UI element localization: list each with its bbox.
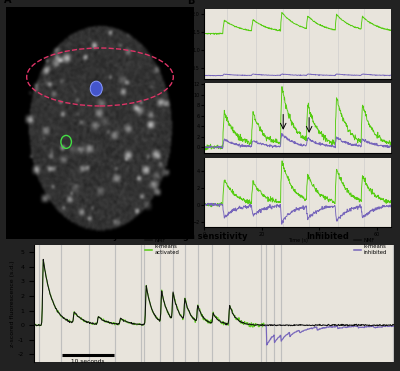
Y-axis label: z-scored Fluorescence (s.d.): z-scored Fluorescence (s.d.)	[186, 162, 190, 223]
Text: Inhibited: Inhibited	[306, 232, 349, 241]
Text: C: C	[7, 223, 14, 233]
Circle shape	[90, 81, 102, 96]
Text: High sensitivity: High sensitivity	[173, 232, 248, 241]
Text: Low sensitivity: Low sensitivity	[47, 232, 118, 241]
Text: B: B	[187, 0, 194, 6]
Text: 10 seconds: 10 seconds	[71, 359, 105, 364]
Y-axis label: Raw Fluorescence (x10³ a.u.): Raw Fluorescence (x10³ a.u.)	[185, 13, 189, 76]
Y-axis label: z-scored fluorescence (s.d.): z-scored fluorescence (s.d.)	[10, 260, 15, 347]
X-axis label: Time (s): Time (s)	[288, 238, 308, 243]
Text: A: A	[4, 0, 12, 5]
Y-axis label: ΔF/F₀ (%): ΔF/F₀ (%)	[187, 108, 191, 128]
Legend: NMF, k-means
inhibited: NMF, k-means inhibited	[352, 236, 389, 257]
